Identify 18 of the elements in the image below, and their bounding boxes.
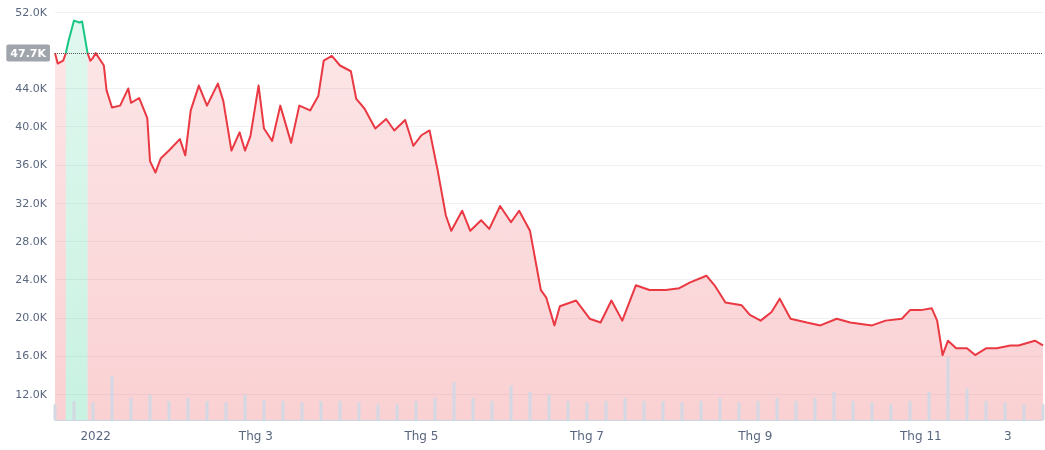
y-tick-label: 20.0K [15,311,48,325]
y-tick-label: 16.0K [15,349,48,363]
y-tick-label: 40.0K [15,120,48,134]
y-tick-label: 12.0K [15,387,48,401]
y-tick-label: 28.0K [15,234,48,248]
x-tick-label: Thg 5 [403,429,439,443]
x-tick-label: 3 [1003,429,1012,443]
x-tick-label: Thg 9 [737,429,773,443]
x-tick-label: Thg 7 [568,429,605,443]
y-tick-label: 44.0K [15,81,48,95]
x-tick-label: Thg 11 [899,429,942,443]
ref-line-label: 47.7K [10,46,47,60]
y-tick-label: 24.0K [15,273,48,287]
y-tick-label: 32.0K [15,196,48,210]
y-tick-label: 36.0K [15,158,48,172]
x-tick-label: Thg 3 [237,429,273,443]
y-tick-label: 52.0K [15,5,48,19]
x-tick-label: 2022 [80,429,111,443]
